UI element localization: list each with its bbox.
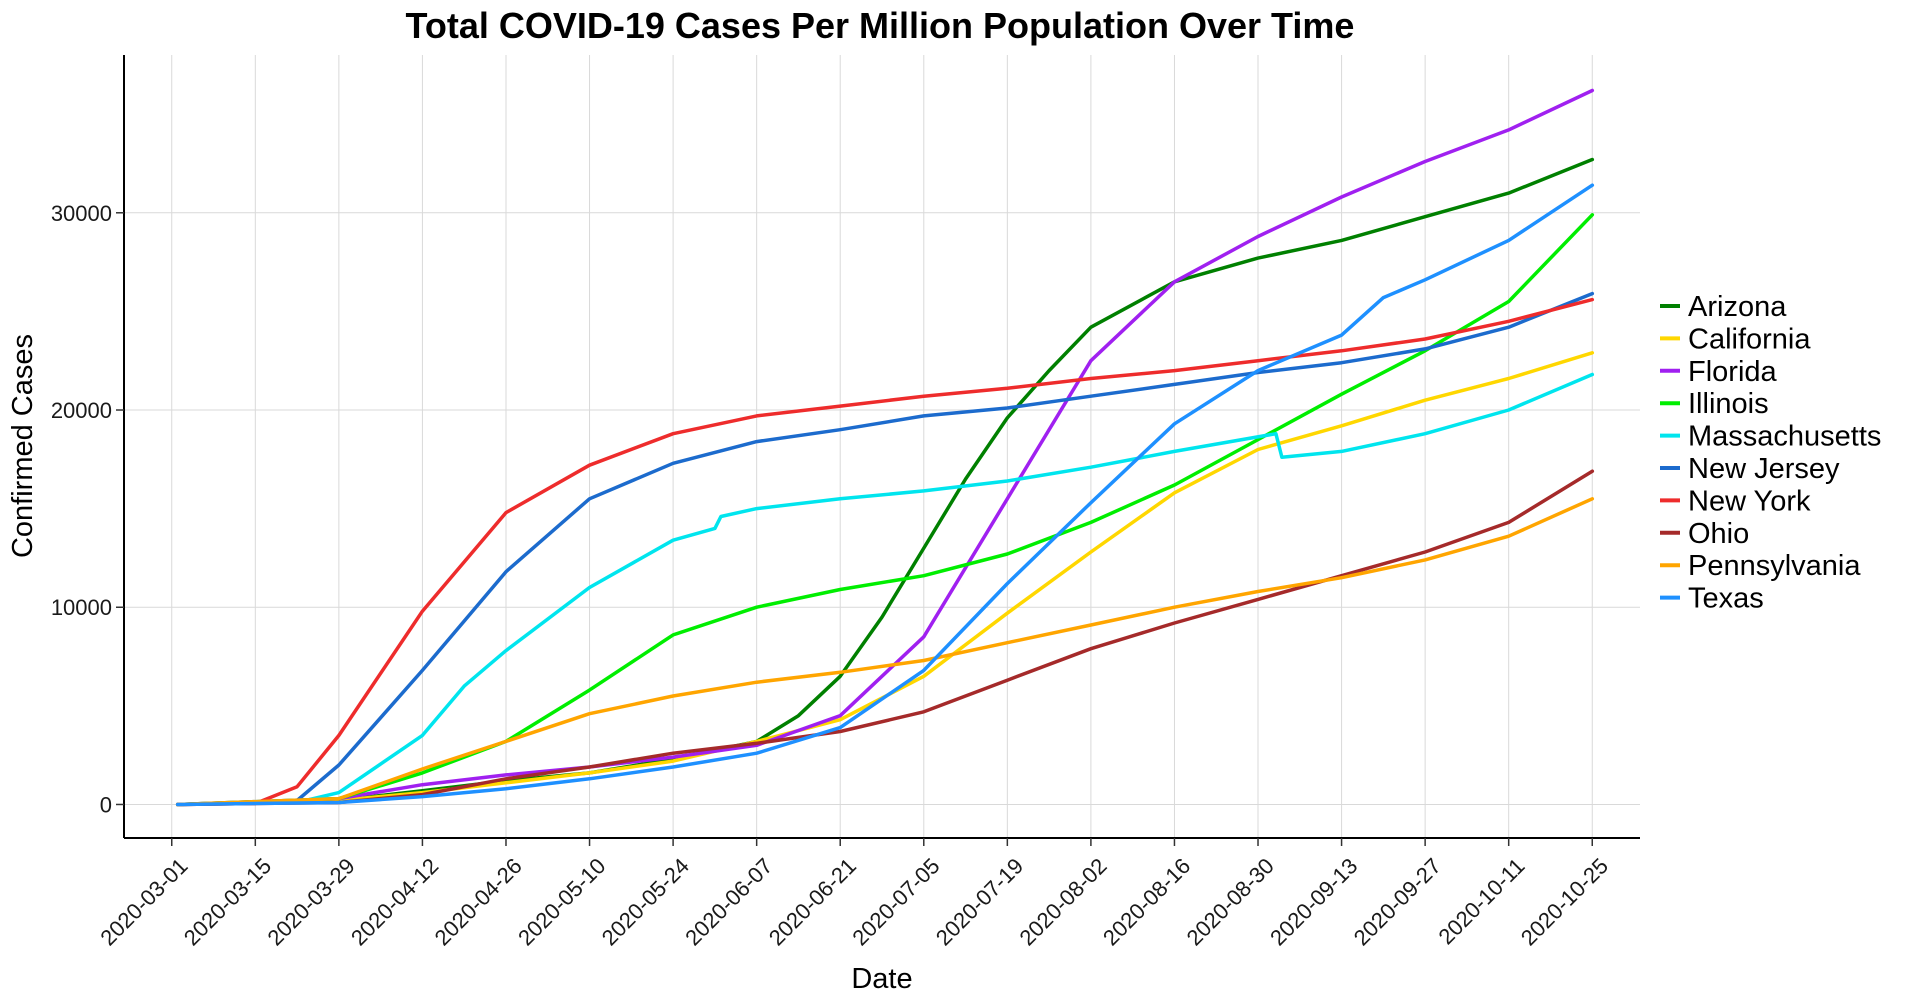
- x-tick-label: 2020-08-02: [1014, 853, 1111, 950]
- x-tick-label: 2020-05-10: [513, 853, 610, 950]
- y-tick-label: 20000: [51, 398, 112, 423]
- series-line-illinois: [175, 213, 1595, 807]
- x-axis-title: Date: [851, 963, 912, 995]
- x-tick-label: 2020-08-16: [1098, 853, 1195, 950]
- legend-label: New Jersey: [1688, 453, 1840, 485]
- y-tick-label: 0: [100, 792, 112, 817]
- x-tick-label: 2020-03-29: [262, 853, 359, 950]
- x-tick-label: 2020-07-19: [931, 853, 1028, 950]
- series-line-texas: [175, 183, 1595, 807]
- x-ticks: 2020-03-012020-03-152020-03-292020-04-12…: [95, 838, 1613, 950]
- axes: [123, 55, 1640, 839]
- series-line-florida: [175, 88, 1595, 807]
- x-tick-label: 2020-04-12: [346, 853, 443, 950]
- legend-label: Pennsylvania: [1688, 550, 1861, 582]
- series-line-massachusetts: [175, 372, 1595, 807]
- x-tick-label: 2020-10-11: [1433, 853, 1529, 949]
- x-tick-label: 2020-03-15: [179, 853, 276, 950]
- series-lines: [175, 88, 1595, 807]
- legend-label: California: [1688, 323, 1811, 355]
- x-tick-label: 2020-03-01: [95, 853, 192, 950]
- x-tick-label: 2020-06-07: [680, 853, 777, 950]
- x-tick-label: 2020-08-30: [1182, 853, 1279, 950]
- series-line-ohio: [175, 469, 1595, 807]
- x-tick-label: 2020-10-25: [1516, 853, 1613, 950]
- legend-label: Ohio: [1688, 518, 1749, 550]
- series-line-pennsylvania: [175, 497, 1595, 807]
- legend-label: Illinois: [1688, 388, 1769, 420]
- x-tick-label: 2020-09-13: [1265, 853, 1362, 950]
- x-tick-label: 2020-05-24: [597, 853, 694, 950]
- legend-label: Texas: [1688, 583, 1764, 615]
- legend: ArizonaCaliforniaFloridaIllinoisMassachu…: [1660, 291, 1881, 615]
- y-tick-label: 30000: [51, 201, 112, 226]
- legend-label: Massachusetts: [1688, 421, 1881, 453]
- x-tick-label: 2020-04-26: [430, 853, 527, 950]
- y-axis-title: Confirmed Cases: [7, 334, 39, 558]
- y-tick-label: 10000: [51, 595, 112, 620]
- legend-label: New York: [1688, 485, 1811, 517]
- x-tick-label: 2020-06-21: [764, 853, 861, 950]
- series-line-new-jersey: [175, 291, 1595, 807]
- x-tick-label: 2020-07-05: [847, 853, 944, 950]
- series-line-new-york: [175, 297, 1595, 807]
- grid: [124, 55, 1640, 838]
- chart-title: Total COVID-19 Cases Per Million Populat…: [406, 5, 1355, 46]
- legend-label: Florida: [1688, 356, 1778, 388]
- x-tick-label: 2020-09-27: [1349, 853, 1446, 950]
- y-ticks: 0 10000 20000 30000: [51, 201, 124, 817]
- series-line-california: [175, 351, 1595, 807]
- legend-label: Arizona: [1688, 291, 1787, 323]
